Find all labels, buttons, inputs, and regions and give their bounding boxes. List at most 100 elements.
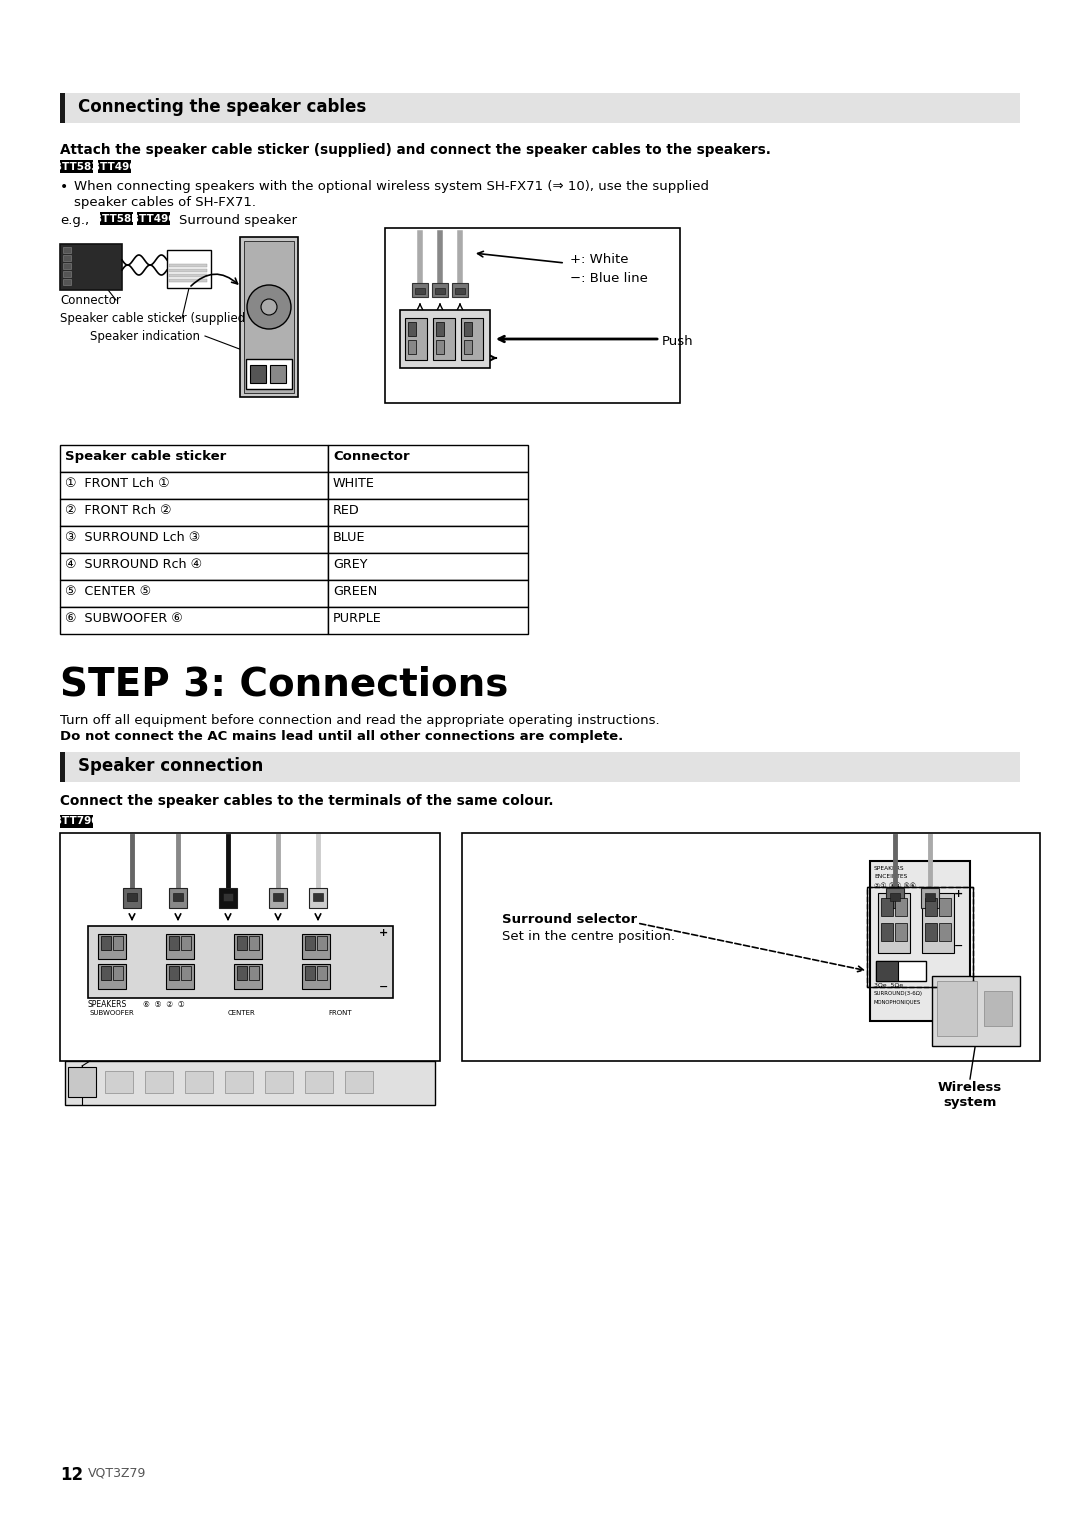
- Bar: [400, 310, 490, 368]
- Bar: [886, 888, 904, 908]
- Bar: [924, 923, 937, 942]
- Bar: [98, 964, 126, 989]
- Bar: [240, 237, 298, 397]
- Bar: [222, 893, 233, 900]
- Bar: [168, 888, 187, 908]
- Bar: [168, 275, 207, 278]
- Bar: [63, 247, 71, 253]
- Text: ⑥  SUBWOOFER ⑥: ⑥ SUBWOOFER ⑥: [65, 612, 183, 626]
- Text: ②① ③④ ⑤⑥: ②① ③④ ⑤⑥: [874, 884, 916, 890]
- Bar: [219, 888, 237, 908]
- Text: speaker cables of SH-FX71.: speaker cables of SH-FX71.: [75, 195, 256, 209]
- Text: Wireless
system: Wireless system: [937, 1080, 1002, 1109]
- Bar: [305, 1071, 333, 1093]
- Bar: [328, 607, 528, 633]
- Bar: [876, 961, 926, 981]
- Bar: [100, 212, 133, 224]
- Bar: [345, 1071, 373, 1093]
- Text: Speaker cable sticker (supplied): Speaker cable sticker (supplied): [60, 311, 249, 325]
- Bar: [246, 359, 292, 389]
- Text: SPEAKERS: SPEAKERS: [874, 865, 905, 871]
- Bar: [433, 317, 455, 360]
- Bar: [98, 934, 126, 958]
- Text: SURR: SURR: [878, 963, 899, 972]
- Bar: [867, 887, 973, 987]
- Bar: [273, 893, 283, 900]
- Bar: [60, 160, 93, 172]
- Text: WHITE: WHITE: [333, 478, 375, 490]
- Bar: [63, 272, 71, 278]
- Text: Turn off all equipment before connection and read the appropriate operating inst: Turn off all equipment before connection…: [60, 714, 660, 726]
- Text: BTT490: BTT490: [92, 162, 136, 171]
- Bar: [63, 255, 71, 261]
- Bar: [881, 923, 893, 942]
- Text: FRONT: FRONT: [328, 1010, 352, 1016]
- Bar: [455, 288, 465, 295]
- Bar: [168, 279, 207, 282]
- Bar: [168, 269, 207, 272]
- Bar: [890, 893, 900, 900]
- Bar: [453, 282, 468, 298]
- Bar: [102, 966, 111, 980]
- Bar: [932, 977, 1020, 1045]
- Bar: [166, 964, 194, 989]
- Bar: [60, 552, 328, 580]
- Bar: [68, 1067, 96, 1097]
- Bar: [302, 934, 330, 958]
- Text: +: +: [954, 890, 963, 899]
- Text: Do not connect the AC mains lead until all other connections are complete.: Do not connect the AC mains lead until a…: [60, 729, 623, 743]
- Bar: [265, 1071, 293, 1093]
- Bar: [432, 282, 448, 298]
- Bar: [60, 472, 328, 499]
- Bar: [415, 288, 426, 295]
- Text: ENCEINTES: ENCEINTES: [874, 874, 907, 879]
- Text: When connecting speakers with the optional wireless system SH-FX71 (⇒ 10), use t: When connecting speakers with the option…: [75, 180, 708, 192]
- Text: Connect the speaker cables to the terminals of the same colour.: Connect the speaker cables to the termin…: [60, 794, 554, 807]
- Bar: [876, 961, 897, 981]
- Text: +: White: +: White: [570, 253, 629, 266]
- Text: 12: 12: [60, 1466, 83, 1483]
- Bar: [462, 833, 1040, 1061]
- Bar: [305, 966, 315, 980]
- Bar: [435, 288, 445, 295]
- Bar: [318, 935, 327, 951]
- Bar: [249, 935, 259, 951]
- Bar: [411, 282, 428, 298]
- Bar: [237, 966, 247, 980]
- Bar: [464, 322, 472, 336]
- Bar: [895, 897, 907, 916]
- Bar: [924, 897, 937, 916]
- Bar: [408, 322, 416, 336]
- Bar: [137, 212, 170, 224]
- Bar: [984, 990, 1012, 1025]
- Bar: [309, 888, 327, 908]
- Bar: [237, 935, 247, 951]
- Bar: [937, 981, 977, 1036]
- Text: GREY: GREY: [333, 559, 367, 571]
- Bar: [436, 340, 444, 354]
- Text: •: •: [60, 180, 68, 194]
- Bar: [895, 923, 907, 942]
- Bar: [98, 160, 131, 172]
- Bar: [65, 1061, 435, 1105]
- Bar: [173, 893, 183, 900]
- Bar: [313, 893, 323, 900]
- Text: STEP 3: Connections: STEP 3: Connections: [60, 665, 509, 703]
- Text: 3Ωе  5Ωе: 3Ωе 5Ωе: [874, 983, 903, 987]
- Bar: [168, 935, 179, 951]
- Bar: [405, 317, 427, 360]
- Text: e.g.,: e.g.,: [60, 214, 90, 227]
- Bar: [167, 250, 211, 288]
- Bar: [270, 365, 286, 383]
- Text: ⑥  ⑤  ②  ①: ⑥ ⑤ ② ①: [143, 1000, 185, 1009]
- Bar: [939, 897, 951, 916]
- Bar: [305, 935, 315, 951]
- Text: MONOPHONIQUES: MONOPHONIQUES: [874, 1000, 921, 1004]
- Text: Push: Push: [662, 336, 693, 348]
- Bar: [328, 446, 528, 472]
- Text: Connector: Connector: [60, 295, 121, 307]
- Bar: [328, 499, 528, 526]
- Bar: [328, 526, 528, 552]
- Bar: [60, 244, 122, 290]
- Text: Surround speaker: Surround speaker: [179, 214, 297, 227]
